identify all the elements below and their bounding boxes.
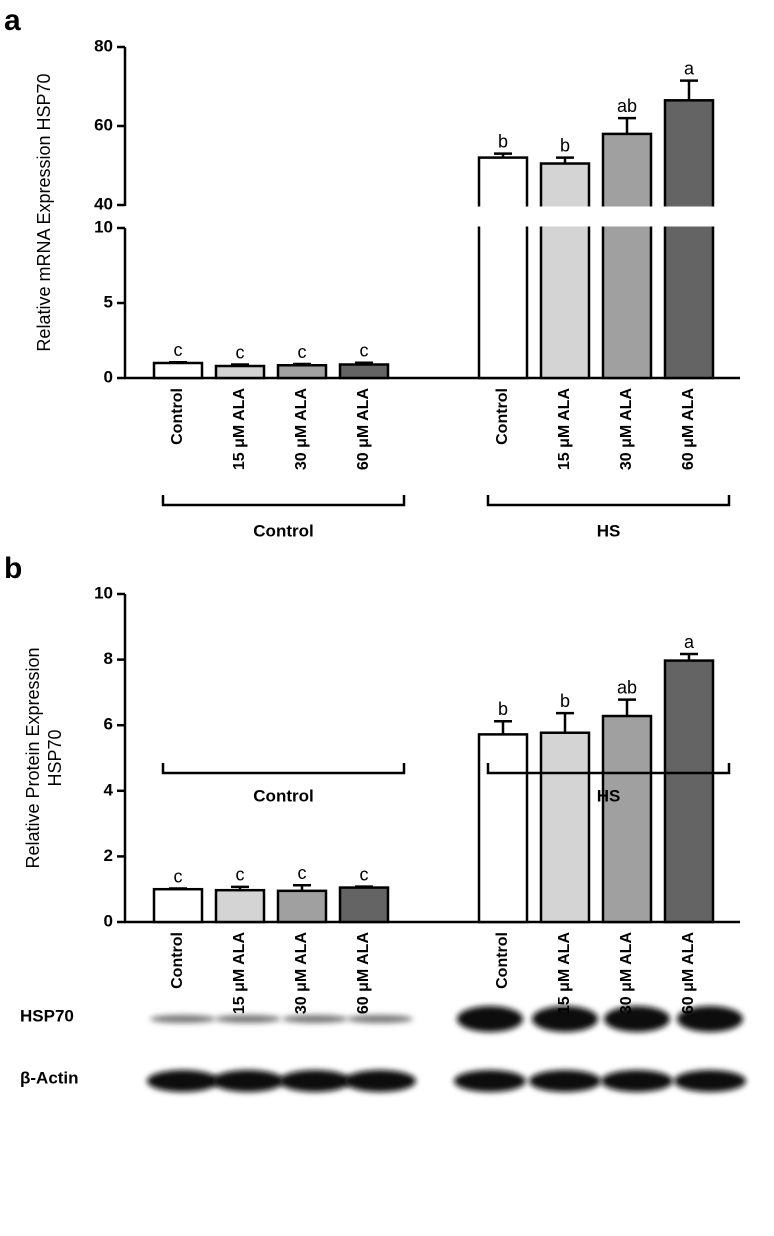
blot-band	[150, 1015, 216, 1023]
group-label: HS	[597, 521, 621, 540]
axis-break	[127, 206, 767, 227]
x-tick-label: 60 μM ALA	[355, 388, 372, 471]
significance-letter: ab	[617, 96, 637, 116]
bar	[152, 887, 204, 924]
bar	[601, 132, 653, 380]
group-label: HS	[597, 786, 621, 805]
x-tick-label: 15 μM ALA	[231, 388, 248, 471]
x-tick-label: Control	[169, 932, 186, 989]
blot-band	[604, 1006, 670, 1032]
x-tick-label: 30 μM ALA	[618, 388, 635, 471]
bar	[214, 888, 266, 924]
bar	[338, 363, 390, 380]
y-tick-label: 6	[104, 715, 113, 734]
group-label: Control	[253, 521, 313, 540]
blot-band	[282, 1015, 348, 1023]
bar	[539, 731, 591, 924]
x-tick-label: 60 μM ALA	[680, 932, 697, 1015]
significance-letter: c	[174, 340, 183, 360]
significance-letter: c	[360, 864, 369, 884]
significance-letter: c	[236, 342, 245, 362]
blot-label: HSP70	[20, 1006, 74, 1025]
blot-band	[532, 1006, 598, 1032]
bar	[276, 364, 328, 380]
bar	[663, 99, 715, 380]
significance-letter: c	[174, 866, 183, 886]
blot-band	[279, 1070, 351, 1092]
significance-letter: c	[360, 340, 369, 360]
x-tick-label: 30 μM ALA	[293, 932, 310, 1015]
bar	[477, 733, 529, 924]
bar	[338, 886, 390, 924]
blot-band	[215, 1015, 281, 1023]
significance-letter: b	[498, 699, 508, 719]
blot-band	[147, 1070, 219, 1092]
bar	[539, 162, 591, 380]
y-tick-label: 2	[104, 846, 113, 865]
group-bracket	[486, 763, 731, 775]
y-tick-label: 8	[104, 649, 113, 668]
significance-letter: c	[298, 863, 307, 883]
bar	[276, 889, 328, 924]
y-axis-label: HSP70	[45, 729, 65, 786]
x-tick-label: 15 μM ALA	[231, 932, 248, 1015]
blot-band	[457, 1006, 523, 1032]
bar	[601, 714, 653, 924]
y-tick-label: 40	[94, 194, 113, 213]
y-tick-label: 0	[104, 911, 113, 930]
y-tick-label: 80	[94, 36, 113, 55]
blot-band	[454, 1070, 526, 1092]
bar	[663, 659, 715, 924]
x-tick-label: 30 μM ALA	[293, 388, 310, 471]
significance-letter: a	[684, 632, 695, 652]
bar	[214, 364, 266, 380]
significance-letter: b	[498, 131, 508, 151]
x-tick-label: Control	[169, 388, 186, 445]
significance-letter: c	[298, 342, 307, 362]
y-tick-label: 5	[104, 292, 113, 311]
bar	[477, 156, 529, 380]
significance-letter: c	[236, 865, 245, 885]
significance-letter: ab	[617, 677, 637, 697]
significance-letter: b	[560, 135, 570, 155]
y-tick-label: 4	[104, 780, 114, 799]
group-bracket	[161, 763, 406, 775]
blot-band	[347, 1015, 413, 1023]
blot-band	[674, 1070, 746, 1092]
bar	[152, 361, 204, 380]
group-bracket	[161, 495, 406, 507]
y-tick-label: 0	[104, 367, 113, 386]
x-tick-label: 15 μM ALA	[556, 388, 573, 471]
blot-label: β-Actin	[20, 1068, 79, 1087]
blot-band	[677, 1006, 743, 1032]
y-tick-label: 10	[94, 217, 113, 236]
x-tick-label: 60 μM ALA	[680, 388, 697, 471]
x-tick-label: 15 μM ALA	[556, 932, 573, 1015]
y-axis-label: Relative mRNA Expression HSP70	[34, 73, 54, 351]
panel-label: a	[4, 4, 21, 37]
y-tick-label: 10	[94, 583, 113, 602]
x-tick-label: 60 μM ALA	[355, 932, 372, 1015]
significance-letter: a	[684, 58, 695, 78]
blot-band	[529, 1070, 601, 1092]
x-tick-label: 30 μM ALA	[618, 932, 635, 1015]
x-tick-label: Control	[494, 388, 511, 445]
blot-band	[344, 1070, 416, 1092]
y-axis-label: Relative Protein Expression	[23, 647, 43, 868]
blot-band	[212, 1070, 284, 1092]
blot-band	[601, 1070, 673, 1092]
group-label: Control	[253, 786, 313, 805]
x-tick-label: Control	[494, 932, 511, 989]
significance-letter: b	[560, 691, 570, 711]
group-bracket	[486, 495, 731, 507]
y-tick-label: 60	[94, 115, 113, 134]
panel-label: b	[4, 552, 22, 585]
